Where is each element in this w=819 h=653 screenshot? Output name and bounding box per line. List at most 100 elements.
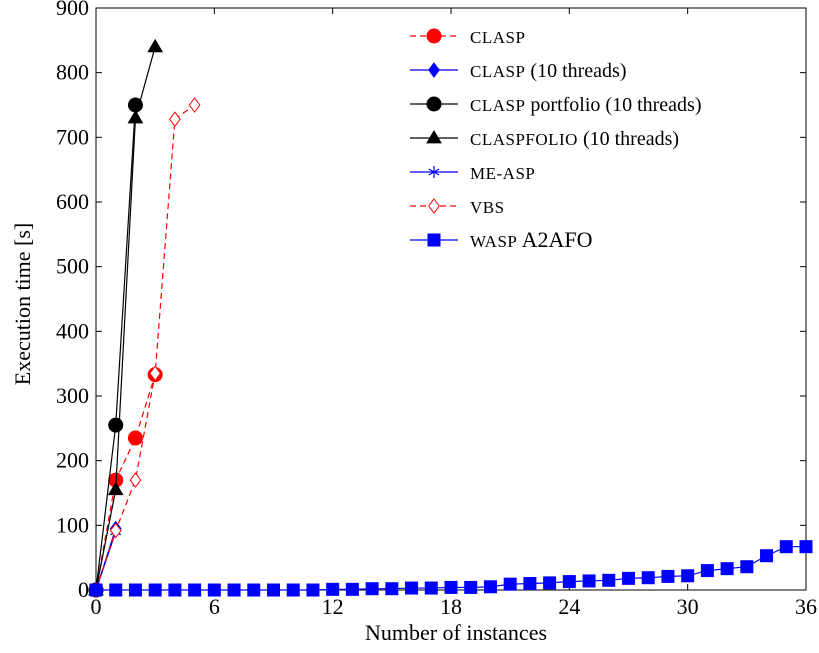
data-point xyxy=(681,569,695,583)
x-axis-title: Number of instances xyxy=(365,620,547,645)
data-point xyxy=(109,583,123,597)
data-point xyxy=(128,583,142,597)
legend-entry: CLASP portfolio (10 threads) xyxy=(410,94,702,116)
legend-entry: WASP A2AFO xyxy=(410,227,593,252)
x-tick-label: 18 xyxy=(440,594,462,619)
data-point xyxy=(562,575,576,589)
data-point xyxy=(700,564,714,578)
data-point xyxy=(267,583,280,597)
data-point xyxy=(227,583,241,597)
data-point xyxy=(365,582,379,596)
data-point xyxy=(622,571,635,585)
data-point xyxy=(188,97,201,113)
data-point xyxy=(720,562,734,576)
y-tick-label: 400 xyxy=(56,318,89,343)
y-tick-label: 300 xyxy=(56,383,89,408)
series-line xyxy=(95,374,156,591)
legend-marker xyxy=(428,62,440,78)
x-tick-label: 6 xyxy=(209,594,220,619)
data-point xyxy=(169,111,181,128)
y-tick-label: 0 xyxy=(78,577,89,602)
x-tick-label: 24 xyxy=(558,594,580,619)
legend-label: VBS xyxy=(470,198,505,217)
y-tick-label: 200 xyxy=(56,448,89,473)
legend-label-smallcaps: ME-ASP xyxy=(470,164,535,183)
y-tick-label: 900 xyxy=(56,0,89,20)
data-point xyxy=(148,583,162,597)
data-point xyxy=(129,472,142,488)
legend-marker xyxy=(428,166,440,178)
series-vbs xyxy=(90,97,201,598)
data-point xyxy=(306,583,320,597)
legend-label: ME-ASP xyxy=(470,164,535,183)
data-point xyxy=(503,577,517,591)
legend-label: CLASP xyxy=(470,28,525,47)
y-tick-label: 700 xyxy=(56,124,89,149)
data-point xyxy=(523,577,537,591)
data-point xyxy=(89,583,103,597)
legend-label-rest: portfolio (10 threads) xyxy=(525,94,701,116)
y-tick-label: 500 xyxy=(56,254,89,279)
data-point xyxy=(405,581,419,595)
x-tick-label: 30 xyxy=(677,594,699,619)
legend-label-rest: A2AFO xyxy=(517,227,592,252)
legend-label-smallcaps: CLASPFOLIO xyxy=(470,130,578,149)
data-point xyxy=(107,481,124,496)
data-point xyxy=(168,583,182,597)
data-point xyxy=(127,430,143,446)
legend-entry: CLASPFOLIO (10 threads) xyxy=(410,128,679,150)
data-point xyxy=(286,583,300,597)
data-point xyxy=(108,417,124,433)
x-tick-label: 12 xyxy=(322,594,344,619)
legend-marker xyxy=(426,28,442,44)
data-point xyxy=(188,583,202,597)
legend-entry: VBS xyxy=(410,198,505,217)
data-point xyxy=(661,569,675,583)
legend-label: CLASP portfolio (10 threads) xyxy=(470,94,702,116)
data-point xyxy=(602,573,616,587)
y-tick-label: 100 xyxy=(56,512,89,537)
data-point xyxy=(147,38,164,53)
series-claspfolio-10-threads- xyxy=(88,38,164,596)
series-line xyxy=(95,46,156,591)
data-point xyxy=(483,580,497,594)
legend-marker xyxy=(427,233,441,247)
series-layer xyxy=(88,38,813,598)
legend-label-smallcaps: VBS xyxy=(470,198,505,217)
legend-label-smallcaps: CLASP xyxy=(470,62,525,81)
legend-label-rest: (10 threads) xyxy=(525,60,626,82)
legend-marker xyxy=(428,198,440,214)
legend-label-smallcaps: CLASP xyxy=(470,28,525,47)
legend-marker xyxy=(426,130,442,144)
data-point xyxy=(127,109,144,124)
data-point xyxy=(543,576,557,590)
data-point xyxy=(149,365,162,382)
data-point xyxy=(582,574,596,588)
data-point xyxy=(779,540,793,554)
data-point xyxy=(740,560,754,574)
legend-entry: ME-ASP xyxy=(410,164,535,183)
data-point xyxy=(109,522,122,539)
x-tick-label: 0 xyxy=(91,594,102,619)
star-stroke xyxy=(428,168,440,176)
legend-label-smallcaps: WASP xyxy=(470,232,517,251)
data-point xyxy=(799,540,813,554)
legend-label: CLASP (10 threads) xyxy=(470,60,627,82)
legend-label-rest: (10 threads) xyxy=(578,128,679,150)
legend-label-smallcaps: CLASP xyxy=(470,96,525,115)
axes-layer: 0 6 12 18 24 30 36 0 100 200 300 400 500 600 700 800 900 xyxy=(56,0,817,619)
series-clasp xyxy=(88,367,163,598)
legend-entry: CLASP (10 threads) xyxy=(410,60,627,82)
series-wasp-a2afo xyxy=(89,540,813,597)
data-point xyxy=(345,582,359,596)
legend-marker xyxy=(426,96,442,112)
y-tick-label: 600 xyxy=(56,189,89,214)
legend-entry: CLASP xyxy=(410,28,525,47)
series-line xyxy=(95,104,137,591)
data-point xyxy=(444,580,458,594)
data-point xyxy=(247,583,261,597)
data-point xyxy=(641,571,655,585)
data-point xyxy=(760,549,774,563)
legend-label: CLASPFOLIO (10 threads) xyxy=(470,128,679,150)
